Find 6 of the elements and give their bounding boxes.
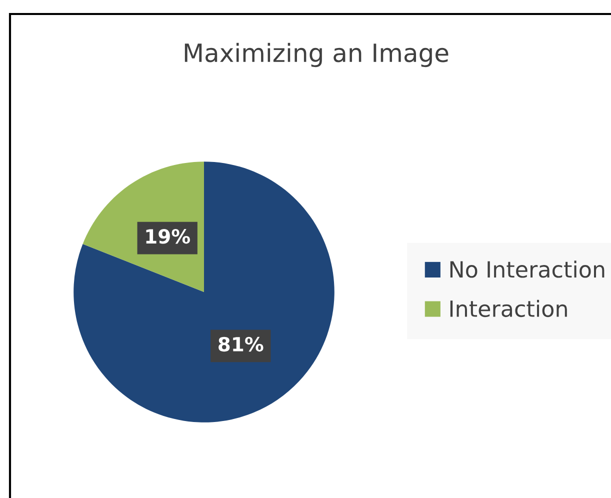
data-label: 81% <box>218 336 264 352</box>
legend-label: Interaction <box>450 300 567 318</box>
legend-label: No Interaction <box>450 260 604 278</box>
pie-slice <box>74 162 334 422</box>
data-label: 19% <box>146 229 190 244</box>
chart-title: Maximizing an Image <box>184 42 448 68</box>
